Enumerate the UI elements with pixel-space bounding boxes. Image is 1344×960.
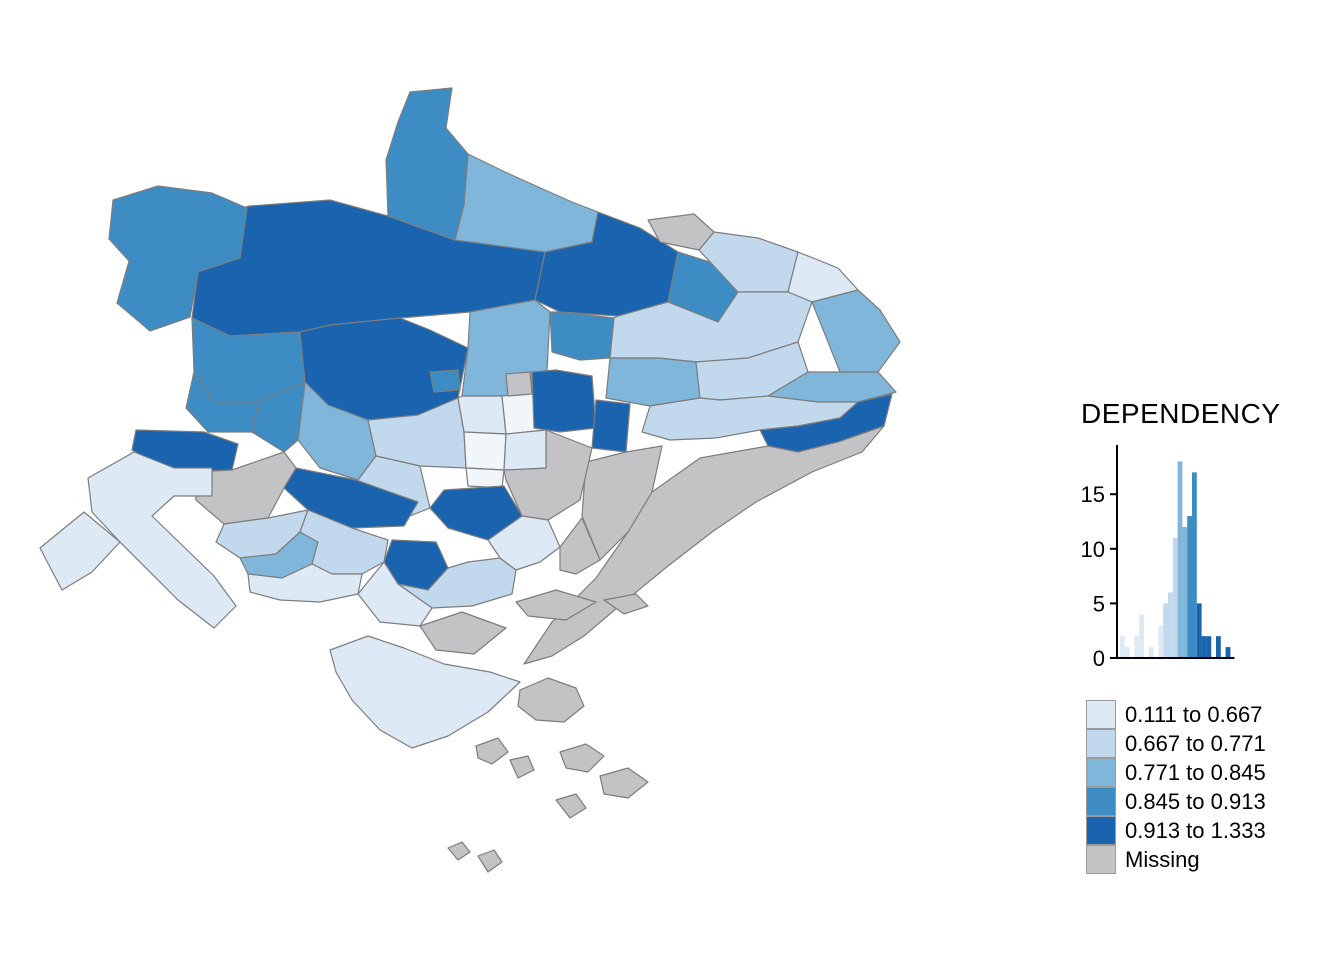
legend: DEPENDENCY (1081, 398, 1331, 430)
map-region (603, 593, 649, 615)
histogram-bar (1192, 472, 1197, 658)
histogram-bar (1225, 647, 1231, 658)
map-region (517, 677, 585, 723)
legend-label: 0.913 to 1.333 (1125, 818, 1266, 843)
map-region (176, 199, 546, 337)
map-region (509, 755, 535, 779)
legend-label: 0.667 to 0.771 (1125, 731, 1266, 756)
map-region (465, 467, 505, 489)
map-region (555, 793, 587, 819)
map-region (463, 431, 507, 471)
histogram-bar (1163, 603, 1168, 658)
map-region (329, 635, 521, 749)
map-region (251, 381, 306, 453)
histogram-bar (1120, 636, 1125, 658)
y-tick-label: 5 (1093, 591, 1105, 616)
histogram-bar (1206, 636, 1212, 658)
legend-swatch (1086, 700, 1116, 729)
legend-entry: Missing (1086, 844, 1266, 874)
legend-entry: 0.111 to 0.667 (1086, 700, 1266, 729)
map-region (283, 467, 419, 529)
histogram-bar (1172, 537, 1178, 658)
map-region (419, 611, 507, 655)
legend-histogram: 0 5 10 15 (1081, 445, 1235, 671)
legend-label: 0.845 to 0.913 (1125, 789, 1266, 814)
map-region (454, 153, 599, 253)
legend-swatch (1086, 728, 1116, 758)
histogram-bar (1134, 636, 1140, 658)
y-tick-label: 0 (1093, 646, 1105, 671)
map-region (559, 743, 605, 773)
legend-entries: 0.111 to 0.667 0.667 to 0.771 0.771 to 0.8… (1086, 700, 1266, 874)
legend-title: DEPENDENCY (1081, 398, 1281, 429)
map-region (447, 841, 471, 861)
legend-label: 0.111 to 0.667 (1125, 702, 1263, 727)
map-region (487, 515, 561, 571)
legend-swatch (1086, 757, 1116, 787)
y-tick-label: 15 (1081, 482, 1105, 507)
map-region (299, 509, 389, 575)
histogram-bar (1182, 526, 1188, 658)
legend-entry: 0.913 to 1.333 (1086, 815, 1266, 845)
map-region (811, 289, 901, 373)
map-region (357, 561, 433, 627)
legend-label: 0.771 to 0.845 (1125, 760, 1266, 785)
histogram-bar (1216, 636, 1221, 658)
histogram-bar (1187, 516, 1192, 658)
histogram-bar (1177, 461, 1183, 658)
map-region (477, 849, 503, 873)
legend-entry: 0.667 to 0.771 (1086, 728, 1266, 758)
histogram-bar (1158, 625, 1164, 658)
map-region (429, 369, 461, 393)
map-region (549, 311, 615, 361)
histogram-bar (1139, 614, 1144, 658)
histogram-bar (1168, 592, 1173, 658)
legend-swatch (1086, 786, 1116, 816)
histogram-bar (1201, 636, 1207, 658)
map-region (599, 767, 649, 799)
map-region (87, 451, 237, 629)
map-region (247, 563, 363, 603)
map-region (503, 429, 547, 471)
histogram-bar (1124, 647, 1130, 658)
legend-label: Missing (1125, 847, 1200, 872)
y-tick-label: 10 (1081, 537, 1105, 562)
map-region (39, 511, 121, 591)
legend-entry: 0.771 to 0.845 (1086, 757, 1266, 787)
histogram-bar (1148, 647, 1154, 658)
map-region (581, 445, 663, 561)
map-region (385, 87, 469, 241)
map-region (559, 517, 601, 575)
map-regions (39, 87, 901, 873)
legend-swatch (1086, 844, 1116, 874)
legend-entry: 0.845 to 0.913 (1086, 786, 1266, 816)
histogram-bar (1196, 603, 1202, 658)
map-region (108, 185, 248, 332)
map-region (591, 399, 631, 453)
map-region (531, 369, 597, 433)
legend-swatch (1086, 815, 1116, 845)
map-region (475, 737, 509, 765)
map-region (457, 395, 507, 435)
map-region (515, 589, 597, 621)
map-region (605, 357, 701, 407)
map-region (505, 371, 533, 397)
